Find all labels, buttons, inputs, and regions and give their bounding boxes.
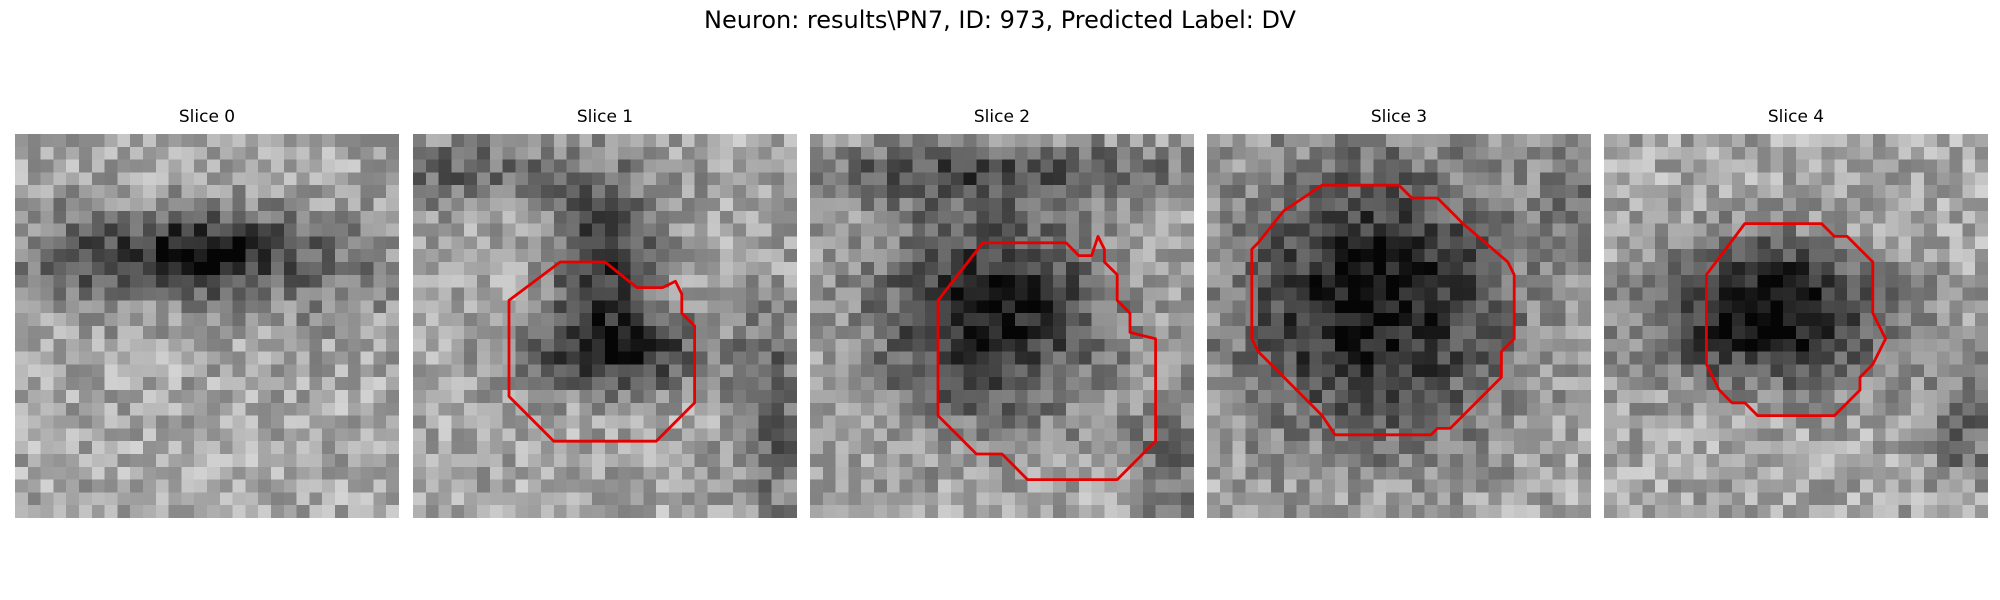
- slice-image: [1207, 134, 1591, 518]
- slice-image: [15, 134, 399, 518]
- slice-title: Slice 1: [576, 107, 634, 127]
- slice-image: [1604, 134, 1988, 518]
- segmentation-contour: [1704, 222, 1888, 418]
- segmentation-contour: [936, 234, 1158, 482]
- slice-title: Slice 0: [178, 107, 236, 127]
- slice-panel-3: Slice 3: [1207, 100, 1591, 518]
- segmentation-contour: [1250, 183, 1516, 437]
- segmentation-contour: [507, 260, 697, 443]
- slice-panel-1: Slice 1: [413, 100, 797, 518]
- slice-title: Slice 4: [1767, 107, 1825, 127]
- slice-image: [413, 134, 797, 518]
- figure-title: Neuron: results\PN7, ID: 973, Predicted …: [704, 6, 1296, 34]
- slice-title: Slice 2: [973, 107, 1031, 127]
- slice-panel-4: Slice 4: [1604, 100, 1988, 518]
- slice-panel-0: Slice 0: [15, 100, 399, 518]
- slice-title: Slice 3: [1370, 107, 1428, 127]
- slice-image: [810, 134, 1194, 518]
- slice-panel-2: Slice 2: [810, 100, 1194, 518]
